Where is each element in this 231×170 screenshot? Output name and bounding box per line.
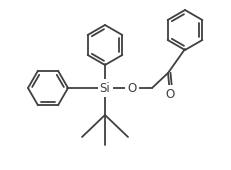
Text: O: O <box>165 88 175 100</box>
Text: O: O <box>127 81 137 95</box>
Text: Si: Si <box>100 81 110 95</box>
